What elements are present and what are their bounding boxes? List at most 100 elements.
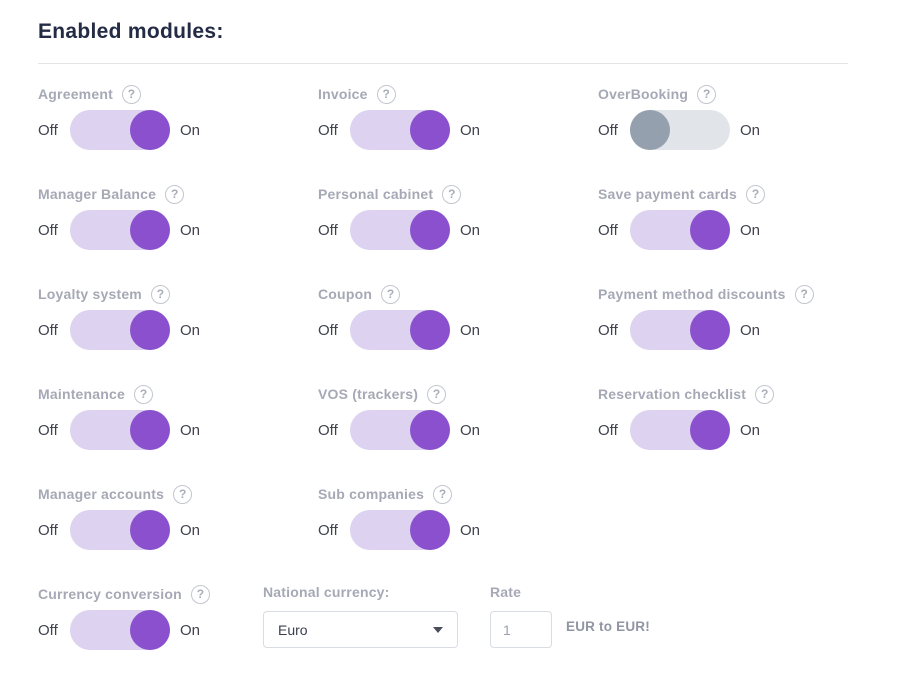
toggle-on-label: On	[180, 421, 201, 439]
help-icon[interactable]: ?	[190, 584, 210, 604]
module-maintenance: Maintenance ? Off On	[38, 382, 318, 482]
toggle-knob	[130, 210, 170, 250]
toggle-agreement[interactable]	[70, 110, 170, 150]
toggle-off-label: Off	[598, 421, 618, 439]
toggle-knob	[130, 610, 170, 650]
help-icon[interactable]: ?	[427, 384, 447, 404]
toggle-on-label: On	[180, 221, 201, 239]
toggle-vos-trackers[interactable]	[350, 410, 450, 450]
toggle-off-label: Off	[598, 221, 618, 239]
toggle-off-label: Off	[318, 421, 338, 439]
toggle-sub-companies[interactable]	[350, 510, 450, 550]
toggle-knob	[410, 510, 450, 550]
toggle-knob	[130, 410, 170, 450]
rate-field: Rate	[490, 582, 552, 648]
module-loyalty-system: Loyalty system ? Off On	[38, 282, 318, 382]
help-icon[interactable]: ?	[697, 84, 717, 104]
toggle-on-label: On	[180, 521, 201, 539]
toggle-off-label: Off	[38, 321, 58, 339]
toggle-on-label: On	[740, 121, 761, 139]
toggle-on-label: On	[460, 521, 481, 539]
module-personal-cabinet: Personal cabinet ? Off On	[318, 182, 598, 282]
toggle-off-label: Off	[38, 521, 58, 539]
divider	[38, 63, 848, 64]
module-label: VOS (trackers)	[318, 386, 419, 402]
toggle-reservation-checklist[interactable]	[630, 410, 730, 450]
toggle-personal-cabinet[interactable]	[350, 210, 450, 250]
national-currency-field: National currency: Euro	[263, 582, 458, 648]
help-icon[interactable]: ?	[121, 84, 141, 104]
grid-spacer	[598, 482, 878, 582]
toggle-coupon[interactable]	[350, 310, 450, 350]
module-manager-balance: Manager Balance ? Off On	[38, 182, 318, 282]
help-icon[interactable]: ?	[376, 84, 396, 104]
help-icon[interactable]: ?	[794, 284, 814, 304]
help-icon[interactable]: ?	[134, 384, 153, 404]
toggle-save-payment-cards[interactable]	[630, 210, 730, 250]
toggle-off-label: Off	[318, 521, 338, 539]
toggle-invoice[interactable]	[350, 110, 450, 150]
toggle-on-label: On	[180, 121, 201, 139]
toggle-loyalty-system[interactable]	[70, 310, 170, 350]
toggle-knob	[410, 310, 450, 350]
module-label: Coupon	[318, 286, 373, 302]
module-label: Sub companies	[318, 486, 425, 502]
module-label: Manager accounts	[38, 486, 165, 502]
toggle-on-label: On	[460, 121, 481, 139]
toggle-manager-balance[interactable]	[70, 210, 170, 250]
toggle-knob	[130, 510, 170, 550]
toggle-on-label: On	[180, 621, 201, 639]
toggle-on-label: On	[460, 321, 481, 339]
toggle-payment-method-discounts[interactable]	[630, 310, 730, 350]
module-label: Payment method discounts	[598, 286, 786, 302]
help-icon[interactable]: ?	[746, 184, 766, 204]
module-label: Personal cabinet	[318, 186, 434, 202]
toggle-knob	[410, 110, 450, 150]
toggle-knob	[410, 410, 450, 450]
selected-currency-value: Euro	[278, 621, 308, 638]
toggle-knob	[130, 310, 170, 350]
help-icon[interactable]: ?	[381, 284, 401, 304]
module-label: Currency conversion	[38, 586, 182, 602]
help-icon[interactable]: ?	[442, 184, 462, 204]
toggle-off-label: Off	[38, 421, 58, 439]
help-icon[interactable]: ?	[173, 484, 193, 504]
page-title: Enabled modules:	[38, 20, 224, 43]
toggle-off-label: Off	[38, 221, 58, 239]
module-label: Reservation checklist	[598, 386, 747, 402]
module-payment-method-discounts: Payment method discounts ? Off On	[598, 282, 878, 382]
currency-conversion-row: Currency conversion ? Off On National cu…	[38, 582, 848, 650]
rate-label: Rate	[490, 584, 522, 600]
help-icon[interactable]: ?	[165, 184, 185, 204]
caret-down-icon	[433, 626, 443, 633]
module-vos-trackers: VOS (trackers) ? Off On	[318, 382, 598, 482]
rate-input[interactable]	[490, 611, 552, 648]
module-manager-accounts: Manager accounts ? Off On	[38, 482, 318, 582]
help-icon[interactable]: ?	[433, 484, 453, 504]
module-label: Manager Balance	[38, 186, 157, 202]
module-overbooking: OverBooking ? Off On	[598, 82, 878, 182]
toggle-on-label: On	[740, 421, 761, 439]
module-agreement: Agreement ? Off On	[38, 82, 318, 182]
toggle-off-label: Off	[318, 221, 338, 239]
toggle-on-label: On	[460, 221, 481, 239]
toggle-knob	[690, 210, 730, 250]
toggle-on-label: On	[740, 221, 761, 239]
module-sub-companies: Sub companies ? Off On	[318, 482, 598, 582]
module-invoice: Invoice ? Off On	[318, 82, 598, 182]
help-icon[interactable]: ?	[755, 384, 775, 404]
toggle-manager-accounts[interactable]	[70, 510, 170, 550]
national-currency-select[interactable]: Euro	[263, 611, 458, 648]
toggle-knob	[130, 110, 170, 150]
toggle-off-label: Off	[38, 621, 58, 639]
module-save-payment-cards: Save payment cards ? Off On	[598, 182, 878, 282]
toggle-off-label: Off	[318, 321, 338, 339]
toggle-maintenance[interactable]	[70, 410, 170, 450]
help-icon[interactable]: ?	[150, 284, 170, 304]
toggle-knob	[630, 110, 670, 150]
toggle-knob	[690, 410, 730, 450]
conversion-result-text: EUR to EUR!	[566, 619, 650, 634]
toggle-overbooking[interactable]	[630, 110, 730, 150]
module-currency-conversion: Currency conversion ? Off On	[38, 582, 263, 650]
toggle-currency-conversion[interactable]	[70, 610, 170, 650]
